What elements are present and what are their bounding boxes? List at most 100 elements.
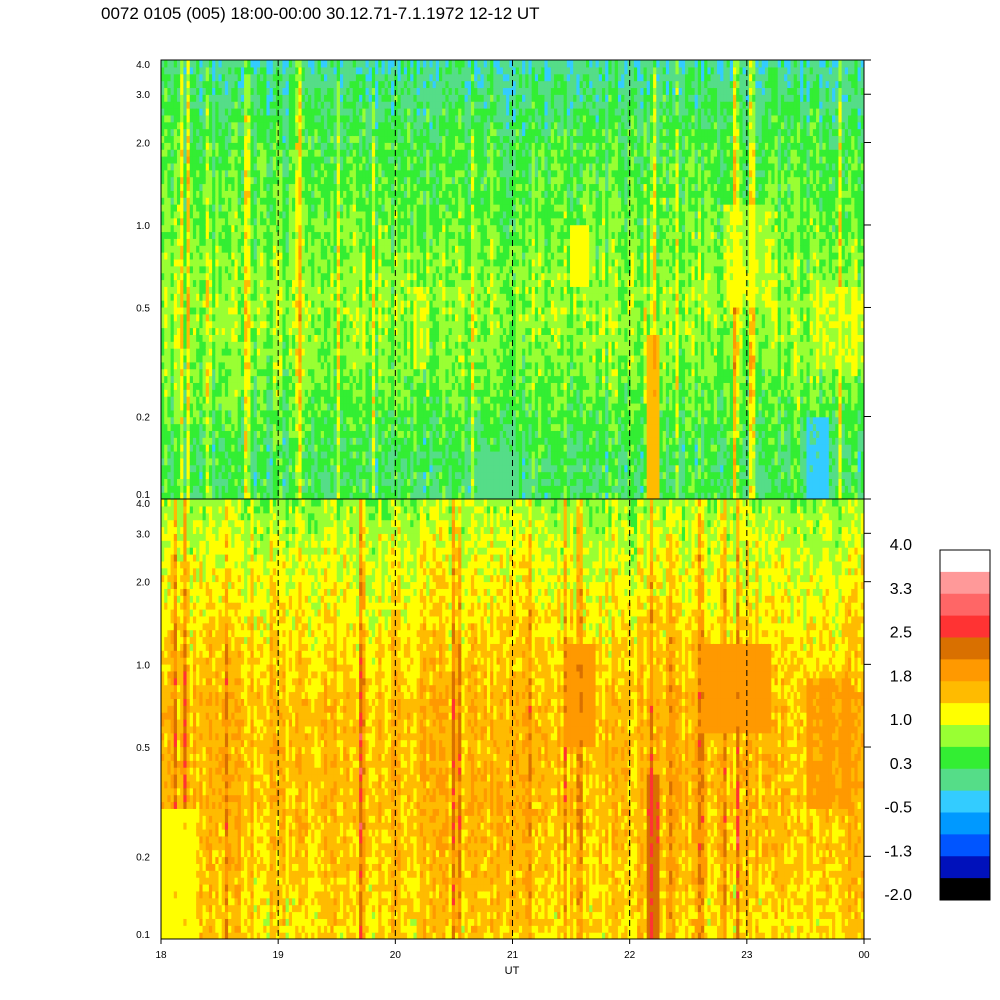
heatmap-cell xyxy=(244,368,248,377)
heatmap-cell xyxy=(304,450,309,459)
heatmap-cell xyxy=(256,73,261,82)
heatmap-cell xyxy=(253,87,258,95)
heatmap-cell xyxy=(237,252,242,260)
heatmap-cell xyxy=(196,101,200,109)
heatmap-cell xyxy=(304,396,309,404)
heatmap-cell xyxy=(253,156,258,164)
heatmap-cell xyxy=(196,128,200,137)
heatmap-cell xyxy=(282,149,287,157)
heatmap-cell xyxy=(167,485,172,493)
heatmap-cell xyxy=(234,354,239,363)
heatmap-cell xyxy=(304,252,309,260)
heatmap-cell xyxy=(228,169,232,178)
heatmap-cell xyxy=(269,471,274,480)
heatmap-cell xyxy=(240,471,245,480)
heatmap-cell xyxy=(228,272,232,281)
heatmap-cell xyxy=(323,183,328,191)
heatmap-cell xyxy=(173,306,178,315)
heatmap-cell xyxy=(330,341,335,349)
heatmap-cell xyxy=(314,300,319,308)
heatmap-cell xyxy=(260,245,264,253)
heatmap-cell xyxy=(231,128,236,137)
heatmap-cell xyxy=(269,409,274,418)
heatmap-cell xyxy=(301,300,306,308)
heatmap-cell xyxy=(228,416,232,425)
heatmap-cell xyxy=(189,87,194,95)
heatmap-cell xyxy=(215,128,220,137)
heatmap-cell xyxy=(170,210,175,219)
heatmap-cell xyxy=(333,437,338,445)
heatmap-cell xyxy=(285,396,290,404)
heatmap-cell xyxy=(330,389,335,397)
heatmap-cell xyxy=(161,437,165,445)
heatmap-cell xyxy=(317,341,322,349)
heatmap-cell xyxy=(215,457,220,466)
heatmap-cell xyxy=(240,210,245,219)
heatmap-cell xyxy=(330,354,335,363)
heatmap-cell xyxy=(205,176,210,185)
heatmap-cell xyxy=(260,87,264,95)
heatmap-cell xyxy=(327,238,331,246)
heatmap-cell xyxy=(266,430,271,438)
heatmap-cell xyxy=(186,368,191,377)
heatmap-cell xyxy=(215,327,220,335)
heatmap-cell xyxy=(224,361,229,370)
heatmap-cell xyxy=(263,348,268,356)
heatmap-cell xyxy=(183,73,188,82)
heatmap-cell xyxy=(285,368,290,377)
heatmap-cell xyxy=(256,279,261,287)
heatmap-cell xyxy=(250,334,255,342)
heatmap-cell xyxy=(244,409,248,418)
heatmap-cell xyxy=(180,121,184,130)
heatmap-cell xyxy=(250,341,255,349)
heatmap-cell xyxy=(311,485,315,493)
heatmap-cell xyxy=(186,471,191,480)
heatmap-cell xyxy=(176,416,181,425)
heatmap-cell xyxy=(266,204,271,212)
heatmap-cell xyxy=(161,416,165,425)
heatmap-cell xyxy=(212,293,216,301)
heatmap-cell xyxy=(244,128,248,137)
heatmap-cell xyxy=(208,176,213,185)
heatmap-cell xyxy=(221,375,226,383)
heatmap-cell xyxy=(279,450,284,459)
heatmap-cell xyxy=(212,217,216,226)
heatmap-cell xyxy=(221,361,226,370)
heatmap-cell xyxy=(311,375,315,383)
heatmap-cell xyxy=(247,313,252,322)
heatmap-cell xyxy=(301,258,306,267)
heatmap-cell xyxy=(279,210,284,219)
heatmap-cell xyxy=(272,471,277,480)
heatmap-cell xyxy=(234,114,239,123)
heatmap-cell xyxy=(282,279,287,287)
heatmap-cell xyxy=(202,217,207,226)
heatmap-cell xyxy=(183,396,188,404)
heatmap-cell xyxy=(327,60,331,68)
heatmap-cell xyxy=(298,108,303,116)
heatmap-cell xyxy=(330,128,335,137)
heatmap-cell xyxy=(266,457,271,466)
heatmap-cell xyxy=(311,478,315,486)
heatmap-cell xyxy=(231,183,236,191)
heatmap-cell xyxy=(161,108,165,116)
heatmap-cell xyxy=(189,348,194,356)
heatmap-cell xyxy=(186,265,191,274)
heatmap-cell xyxy=(288,286,293,294)
heatmap-cell xyxy=(266,368,271,377)
heatmap-cell xyxy=(173,457,178,466)
heatmap-cell xyxy=(327,457,331,466)
heatmap-cell xyxy=(196,169,200,178)
heatmap-cell xyxy=(282,204,287,212)
heatmap-cell xyxy=(260,306,264,315)
heatmap-cell xyxy=(285,217,290,226)
heatmap-cell xyxy=(180,169,184,178)
heatmap-cell xyxy=(295,169,300,178)
heatmap-cell xyxy=(164,416,168,425)
heatmap-cell xyxy=(161,485,165,493)
heatmap-cell xyxy=(240,464,245,473)
heatmap-cell xyxy=(314,375,319,383)
heatmap-cell xyxy=(167,402,172,411)
heatmap-cell xyxy=(228,375,232,383)
heatmap-cell xyxy=(330,197,335,205)
heatmap-cell xyxy=(263,94,268,102)
